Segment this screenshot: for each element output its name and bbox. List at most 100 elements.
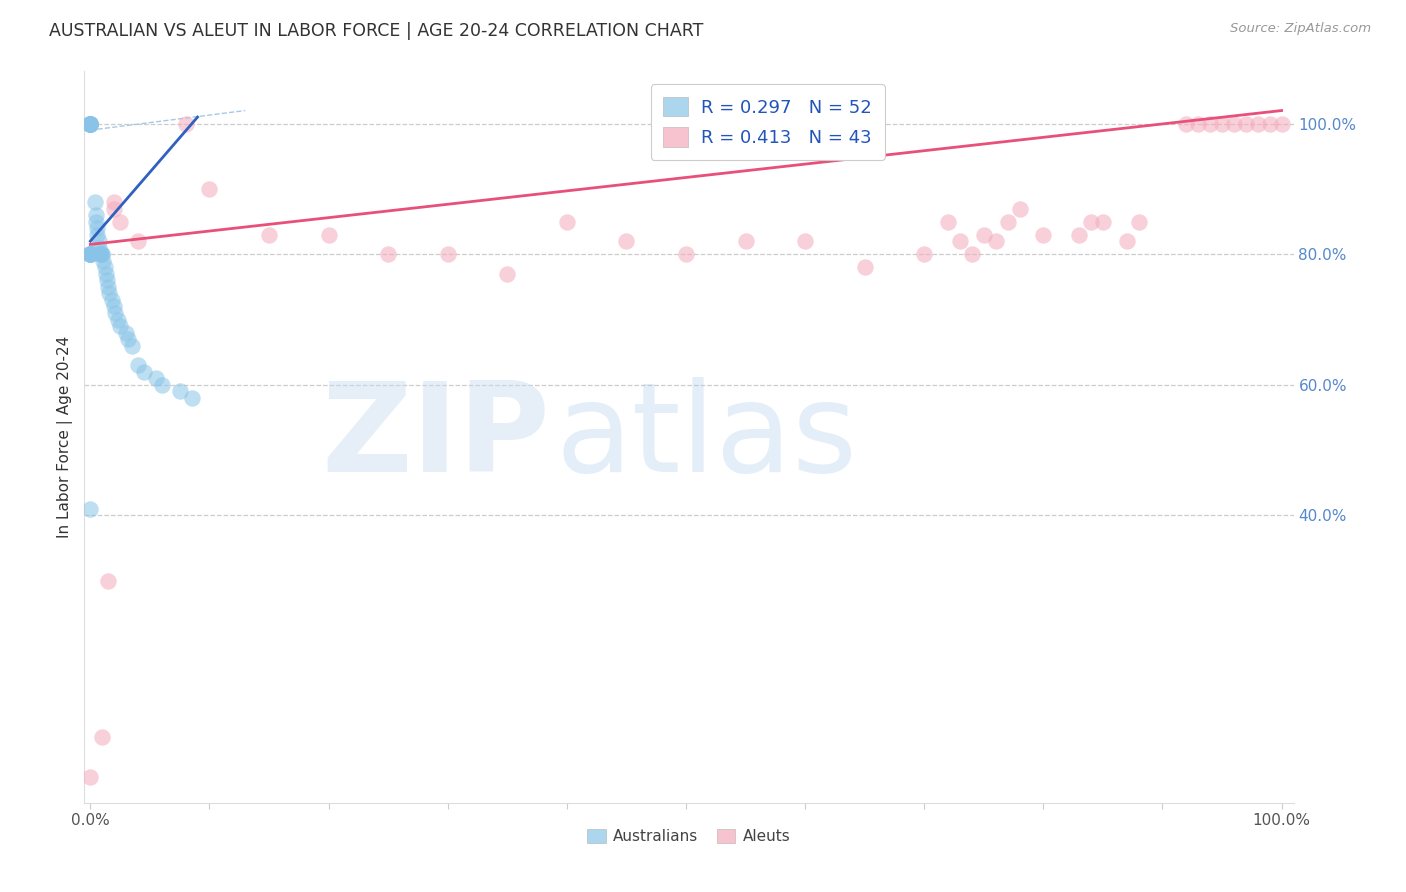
Point	[318, 227, 340, 242]
Point	[90, 247, 112, 261]
Text: ZIP: ZIP	[321, 376, 550, 498]
Point	[103, 202, 125, 216]
Point	[1032, 227, 1054, 242]
Point	[79, 117, 101, 131]
Point	[79, 117, 101, 131]
Point	[84, 208, 107, 222]
Point	[86, 221, 108, 235]
Point	[984, 234, 1007, 248]
Point	[84, 214, 107, 228]
Point	[1067, 227, 1090, 242]
Point	[79, 247, 101, 261]
Point	[104, 306, 127, 320]
Point	[936, 214, 959, 228]
Point	[79, 117, 101, 131]
Point	[93, 260, 115, 275]
Point	[117, 332, 139, 346]
Point	[103, 300, 125, 314]
Point	[79, 247, 101, 261]
Point	[121, 339, 143, 353]
Point	[616, 234, 638, 248]
Point	[79, 247, 101, 261]
Point	[79, 247, 101, 261]
Point	[79, 502, 101, 516]
Point	[1080, 214, 1102, 228]
Point	[100, 293, 122, 307]
Point	[79, 117, 101, 131]
Point	[97, 574, 120, 588]
Point	[115, 326, 138, 340]
Y-axis label: In Labor Force | Age 20-24: In Labor Force | Age 20-24	[58, 336, 73, 538]
Point	[949, 234, 972, 248]
Point	[84, 194, 107, 209]
Point	[145, 371, 167, 385]
Point	[108, 319, 131, 334]
Point	[555, 214, 578, 228]
Point	[79, 247, 101, 261]
Point	[496, 267, 519, 281]
Text: atlas: atlas	[555, 376, 858, 498]
Point	[87, 241, 110, 255]
Point	[89, 247, 111, 261]
Point	[93, 253, 115, 268]
Point	[89, 247, 111, 261]
Point	[79, 117, 101, 131]
Point	[436, 247, 458, 261]
Point	[79, 247, 101, 261]
Point	[96, 273, 118, 287]
Point	[150, 377, 173, 392]
Point	[79, 117, 101, 131]
Point	[997, 214, 1019, 228]
Point	[973, 227, 995, 242]
Point	[86, 227, 108, 242]
Point	[734, 234, 756, 248]
Point	[79, 117, 101, 131]
Point	[1258, 117, 1281, 131]
Point	[257, 227, 280, 242]
Point	[853, 260, 876, 275]
Point	[103, 194, 125, 209]
Point	[794, 234, 817, 248]
Point	[1223, 117, 1246, 131]
Point	[127, 234, 149, 248]
Point	[97, 280, 120, 294]
Point	[98, 286, 121, 301]
Point	[1091, 214, 1114, 228]
Point	[91, 731, 114, 745]
Point	[79, 247, 101, 261]
Point	[1175, 117, 1198, 131]
Point	[1199, 117, 1222, 131]
Point	[180, 391, 202, 405]
Point	[108, 214, 131, 228]
Point	[127, 358, 149, 372]
Point	[960, 247, 983, 261]
Point	[91, 247, 114, 261]
Point	[1008, 202, 1031, 216]
Point	[79, 117, 101, 131]
Point	[377, 247, 399, 261]
Text: AUSTRALIAN VS ALEUT IN LABOR FORCE | AGE 20-24 CORRELATION CHART: AUSTRALIAN VS ALEUT IN LABOR FORCE | AGE…	[49, 22, 703, 40]
Point	[79, 117, 101, 131]
Point	[91, 247, 114, 261]
Point	[1115, 234, 1137, 248]
Point	[1128, 214, 1150, 228]
Point	[107, 312, 129, 326]
Point	[79, 770, 101, 784]
Point	[1211, 117, 1233, 131]
Point	[169, 384, 191, 399]
Point	[1187, 117, 1209, 131]
Point	[174, 117, 197, 131]
Point	[79, 117, 101, 131]
Point	[1247, 117, 1270, 131]
Point	[87, 234, 110, 248]
Point	[675, 247, 697, 261]
Point	[79, 117, 101, 131]
Point	[1271, 117, 1294, 131]
Point	[94, 267, 117, 281]
Point	[198, 182, 221, 196]
Point	[132, 365, 155, 379]
Point	[912, 247, 935, 261]
Point	[1234, 117, 1257, 131]
Point	[79, 117, 101, 131]
Text: Source: ZipAtlas.com: Source: ZipAtlas.com	[1230, 22, 1371, 36]
